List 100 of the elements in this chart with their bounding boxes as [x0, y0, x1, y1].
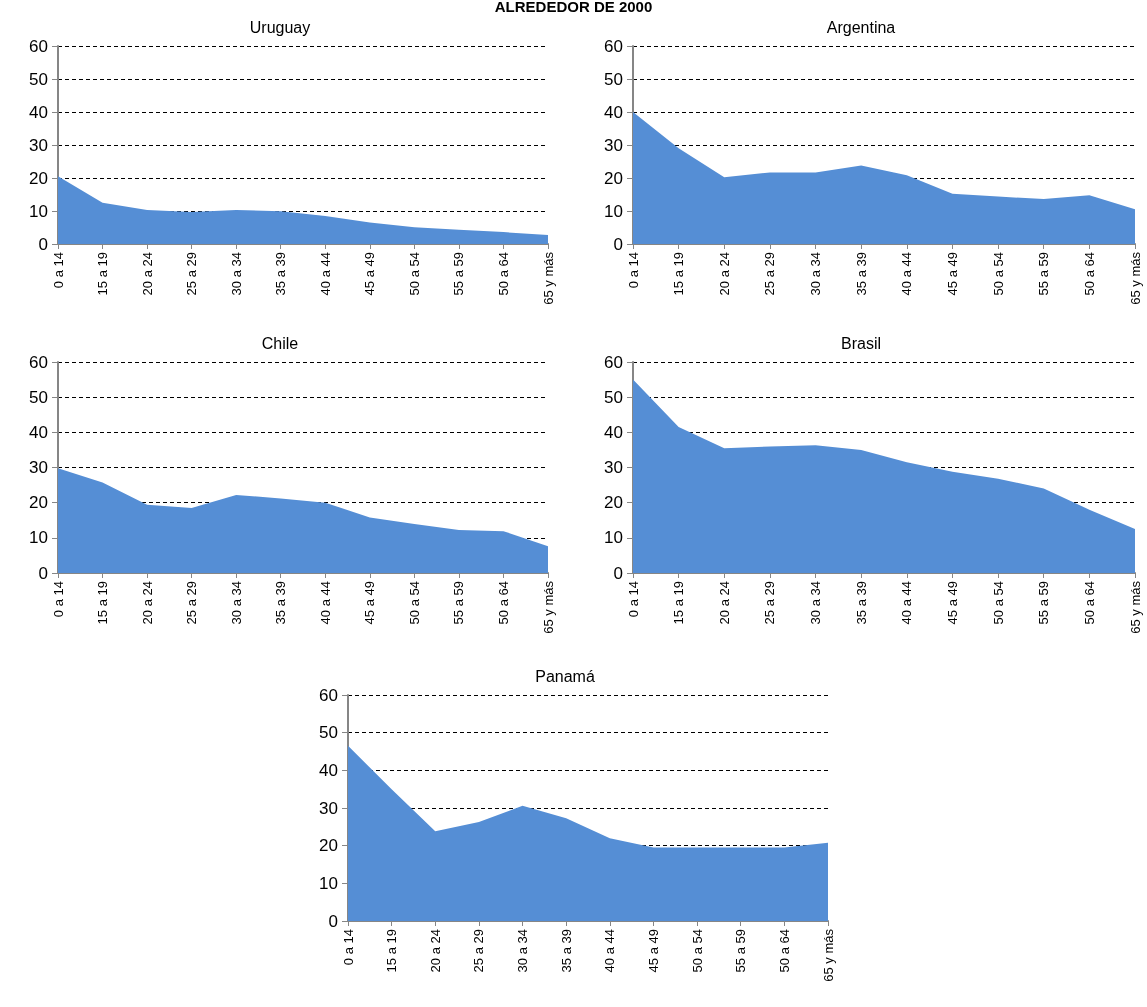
y-tick-label: 50 [29, 69, 48, 89]
y-tick-label: 30 [604, 458, 623, 477]
y-tick-label: 40 [319, 760, 338, 780]
x-tick-label: 35 a 39 [558, 929, 574, 973]
x-tick-label: 45 a 49 [645, 929, 661, 973]
x-tick-label: 0 a 14 [625, 252, 641, 289]
y-tick-label: 40 [604, 102, 623, 122]
x-tick-label: 15 a 19 [671, 581, 687, 625]
x-tick-label: 30 a 34 [808, 581, 824, 625]
chart-title: Chile [261, 334, 299, 352]
x-tick-label: 55 a 59 [733, 929, 749, 973]
x-tick-label: 45 a 49 [944, 581, 960, 625]
x-tick-label: 25 a 29 [762, 581, 778, 625]
x-tick-label: 45 a 49 [944, 252, 960, 296]
x-tick-label: 50 a 64 [1081, 581, 1097, 625]
y-tick-label: 40 [604, 422, 623, 442]
x-tick-label: 15 a 19 [95, 581, 111, 625]
x-tick-label: 0 a 14 [50, 581, 66, 618]
x-tick-label: 35 a 39 [273, 581, 289, 625]
y-tick-label: 60 [604, 36, 623, 56]
chart-title: Uruguay [249, 18, 311, 36]
x-tick-label: 50 a 54 [990, 581, 1006, 625]
x-tick-label: 50 a 54 [689, 929, 705, 973]
y-tick-label: 50 [319, 723, 338, 743]
chart-title: Argentina [826, 18, 896, 36]
x-tick-label: 25 a 29 [762, 252, 778, 296]
x-tick-label: 50 a 64 [495, 581, 511, 625]
y-tick-label: 40 [29, 422, 48, 442]
x-tick-label: 20 a 24 [716, 581, 732, 625]
x-tick-label: 0 a 14 [625, 581, 641, 618]
chart-title: Panamá [535, 667, 595, 685]
text: ALREDEDOR DE 2000 [493, 0, 654, 15]
y-tick-label: 20 [319, 836, 338, 856]
y-tick-label: 40 [29, 102, 48, 122]
x-tick-label: 65 y más [1127, 251, 1143, 305]
x-tick-label: 20 a 24 [139, 252, 155, 296]
x-tick-label: 55 a 59 [451, 252, 467, 296]
y-tick-label: 60 [604, 352, 623, 372]
y-tick-label: 50 [604, 69, 623, 89]
x-tick-label: 65 y más [540, 251, 556, 305]
x-tick-label: 45 a 49 [362, 252, 378, 296]
x-tick-label: 40 a 44 [899, 581, 915, 625]
y-tick-label: 30 [319, 798, 338, 818]
x-tick-label: 0 a 14 [340, 929, 356, 966]
y-tick-label: 10 [604, 201, 623, 221]
chart-title: Brasil [840, 334, 882, 352]
x-tick-label: 50 a 54 [406, 581, 422, 625]
x-tick-label: 55 a 59 [1036, 581, 1052, 625]
x-tick-label: 15 a 19 [384, 929, 400, 973]
x-tick-label: 35 a 39 [853, 252, 869, 296]
y-tick-label: 20 [29, 493, 48, 513]
x-tick-label: 65 y más [1127, 580, 1143, 634]
y-tick-label: 50 [604, 387, 623, 407]
y-tick-label: 60 [29, 352, 48, 372]
x-tick-label: 50 a 54 [990, 252, 1006, 296]
x-tick-label: 25 a 29 [184, 252, 200, 296]
y-tick-label: 0 [613, 234, 623, 254]
y-tick-label: 0 [38, 234, 48, 254]
x-tick-label: 30 a 34 [515, 929, 531, 973]
x-tick-label: 50 a 64 [1081, 252, 1097, 296]
y-tick-label: 20 [29, 168, 48, 188]
y-tick-label: 50 [29, 387, 48, 407]
y-tick-label: 10 [604, 528, 623, 548]
x-tick-label: 50 a 54 [406, 252, 422, 296]
x-tick-label: 20 a 24 [427, 929, 443, 973]
x-tick-label: 65 y más [820, 928, 836, 982]
y-tick-label: 0 [328, 911, 338, 931]
x-tick-label: 55 a 59 [451, 581, 467, 625]
x-tick-label: 35 a 39 [853, 581, 869, 625]
y-tick-label: 20 [604, 493, 623, 513]
x-tick-label: 20 a 24 [139, 581, 155, 625]
x-tick-label: 0 a 14 [50, 252, 66, 289]
y-tick-label: 20 [604, 168, 623, 188]
x-tick-label: 30 a 34 [228, 581, 244, 625]
x-tick-label: 35 a 39 [273, 252, 289, 296]
x-tick-label: 30 a 34 [228, 252, 244, 296]
x-tick-label: 40 a 44 [317, 581, 333, 625]
y-tick-label: 10 [29, 528, 48, 548]
x-tick-label: 40 a 44 [602, 929, 618, 973]
x-tick-label: 50 a 64 [495, 252, 511, 296]
x-tick-label: 30 a 34 [808, 252, 824, 296]
x-tick-label: 15 a 19 [671, 252, 687, 296]
y-tick-label: 10 [319, 873, 338, 893]
y-tick-label: 0 [613, 563, 623, 583]
x-tick-label: 45 a 49 [362, 581, 378, 625]
x-tick-label: 55 a 59 [1036, 252, 1052, 296]
x-tick-label: 40 a 44 [317, 252, 333, 296]
x-tick-label: 25 a 29 [471, 929, 487, 973]
y-tick-label: 10 [29, 201, 48, 221]
x-tick-label: 25 a 29 [184, 581, 200, 625]
y-tick-label: 30 [604, 135, 623, 155]
y-tick-label: 30 [29, 135, 48, 155]
y-tick-label: 60 [29, 36, 48, 56]
x-tick-label: 20 a 24 [716, 252, 732, 296]
y-tick-label: 60 [319, 685, 338, 705]
x-tick-label: 15 a 19 [95, 252, 111, 296]
x-tick-label: 50 a 64 [776, 929, 792, 973]
y-tick-label: 30 [29, 458, 48, 477]
x-tick-label: 65 y más [540, 580, 556, 634]
x-tick-label: 40 a 44 [899, 252, 915, 296]
